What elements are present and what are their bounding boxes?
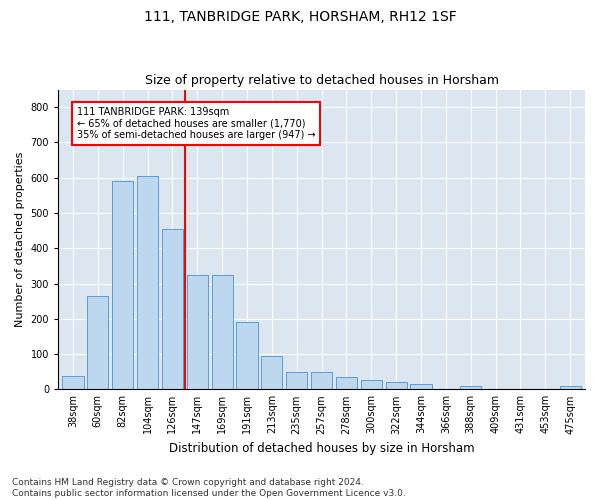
- Y-axis label: Number of detached properties: Number of detached properties: [15, 152, 25, 327]
- Text: Contains HM Land Registry data © Crown copyright and database right 2024.
Contai: Contains HM Land Registry data © Crown c…: [12, 478, 406, 498]
- X-axis label: Distribution of detached houses by size in Horsham: Distribution of detached houses by size …: [169, 442, 475, 455]
- Bar: [62, 376, 83, 390]
- Bar: [261, 356, 283, 390]
- Bar: [87, 296, 109, 390]
- Bar: [112, 181, 133, 390]
- Bar: [162, 229, 183, 390]
- Bar: [236, 322, 257, 390]
- Bar: [560, 386, 581, 390]
- Bar: [187, 274, 208, 390]
- Title: Size of property relative to detached houses in Horsham: Size of property relative to detached ho…: [145, 74, 499, 87]
- Bar: [137, 176, 158, 390]
- Text: 111 TANBRIDGE PARK: 139sqm
← 65% of detached houses are smaller (1,770)
35% of s: 111 TANBRIDGE PARK: 139sqm ← 65% of deta…: [77, 107, 316, 140]
- Bar: [286, 372, 307, 390]
- Bar: [212, 274, 233, 390]
- Bar: [311, 372, 332, 390]
- Bar: [336, 377, 357, 390]
- Text: 111, TANBRIDGE PARK, HORSHAM, RH12 1SF: 111, TANBRIDGE PARK, HORSHAM, RH12 1SF: [143, 10, 457, 24]
- Bar: [460, 386, 481, 390]
- Bar: [386, 382, 407, 390]
- Bar: [361, 380, 382, 390]
- Bar: [410, 384, 431, 390]
